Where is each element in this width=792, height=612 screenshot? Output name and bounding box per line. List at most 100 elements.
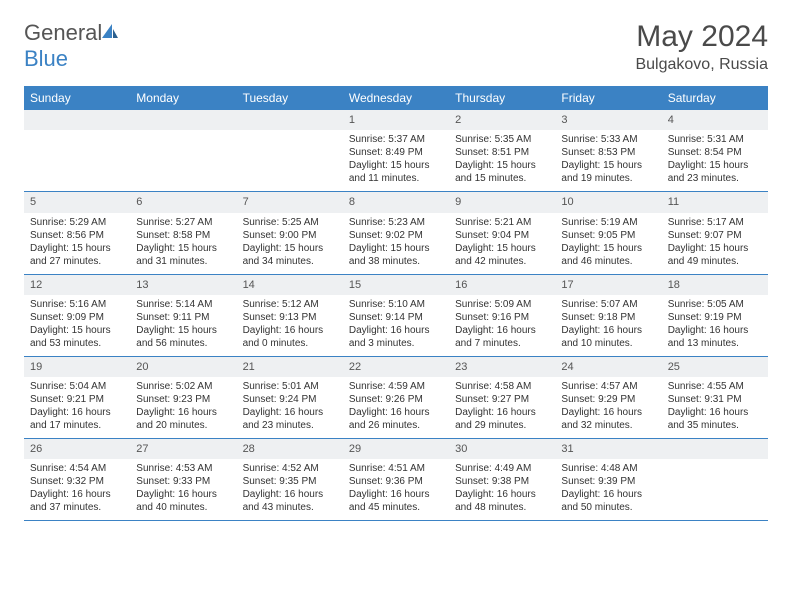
sunset-line: Sunset: 9:26 PM (349, 393, 443, 406)
daylight-line: Daylight: 16 hours and 10 minutes. (561, 324, 655, 350)
sunset-line: Sunset: 8:51 PM (455, 146, 549, 159)
sunset-line: Sunset: 9:24 PM (243, 393, 337, 406)
daylight-line: Daylight: 16 hours and 17 minutes. (30, 406, 124, 432)
day-cell: 12Sunrise: 5:16 AMSunset: 9:09 PMDayligh… (24, 275, 130, 356)
logo-part2: Blue (24, 46, 68, 71)
sunrise-line: Sunrise: 5:14 AM (136, 298, 230, 311)
sunrise-line: Sunrise: 4:54 AM (30, 462, 124, 475)
sunrise-line: Sunrise: 5:09 AM (455, 298, 549, 311)
sunset-line: Sunset: 8:53 PM (561, 146, 655, 159)
day-number: 17 (555, 275, 661, 295)
day-cell: 8Sunrise: 5:23 AMSunset: 9:02 PMDaylight… (343, 192, 449, 273)
day-number: 6 (130, 192, 236, 212)
day-body: Sunrise: 5:09 AMSunset: 9:16 PMDaylight:… (449, 295, 555, 356)
sunrise-line: Sunrise: 5:01 AM (243, 380, 337, 393)
sunset-line: Sunset: 9:14 PM (349, 311, 443, 324)
sunrise-line: Sunrise: 4:53 AM (136, 462, 230, 475)
sunrise-line: Sunrise: 4:59 AM (349, 380, 443, 393)
day-body: Sunrise: 4:57 AMSunset: 9:29 PMDaylight:… (555, 377, 661, 438)
day-cell: 19Sunrise: 5:04 AMSunset: 9:21 PMDayligh… (24, 357, 130, 438)
day-number: 18 (662, 275, 768, 295)
day-cell: 25Sunrise: 4:55 AMSunset: 9:31 PMDayligh… (662, 357, 768, 438)
day-body: Sunrise: 5:05 AMSunset: 9:19 PMDaylight:… (662, 295, 768, 356)
day-body: Sunrise: 5:25 AMSunset: 9:00 PMDaylight:… (237, 213, 343, 274)
sunrise-line: Sunrise: 4:49 AM (455, 462, 549, 475)
day-cell: 16Sunrise: 5:09 AMSunset: 9:16 PMDayligh… (449, 275, 555, 356)
sunrise-line: Sunrise: 5:10 AM (349, 298, 443, 311)
day-body: Sunrise: 4:48 AMSunset: 9:39 PMDaylight:… (555, 459, 661, 520)
daylight-line: Daylight: 16 hours and 40 minutes. (136, 488, 230, 514)
sunset-line: Sunset: 9:19 PM (668, 311, 762, 324)
day-body: Sunrise: 4:52 AMSunset: 9:35 PMDaylight:… (237, 459, 343, 520)
day-body: Sunrise: 5:19 AMSunset: 9:05 PMDaylight:… (555, 213, 661, 274)
day-cell: 17Sunrise: 5:07 AMSunset: 9:18 PMDayligh… (555, 275, 661, 356)
sunrise-line: Sunrise: 5:07 AM (561, 298, 655, 311)
day-cell: 6Sunrise: 5:27 AMSunset: 8:58 PMDaylight… (130, 192, 236, 273)
sunrise-line: Sunrise: 5:27 AM (136, 216, 230, 229)
daylight-line: Daylight: 16 hours and 7 minutes. (455, 324, 549, 350)
sunset-line: Sunset: 8:58 PM (136, 229, 230, 242)
day-number: 5 (24, 192, 130, 212)
day-body: Sunrise: 5:10 AMSunset: 9:14 PMDaylight:… (343, 295, 449, 356)
day-number: 29 (343, 439, 449, 459)
day-cell: 15Sunrise: 5:10 AMSunset: 9:14 PMDayligh… (343, 275, 449, 356)
day-number: 9 (449, 192, 555, 212)
daylight-line: Daylight: 15 hours and 11 minutes. (349, 159, 443, 185)
sunrise-line: Sunrise: 5:33 AM (561, 133, 655, 146)
daylight-line: Daylight: 15 hours and 19 minutes. (561, 159, 655, 185)
sunrise-line: Sunrise: 5:16 AM (30, 298, 124, 311)
sunrise-line: Sunrise: 4:57 AM (561, 380, 655, 393)
sunrise-line: Sunrise: 5:17 AM (668, 216, 762, 229)
week-row: 26Sunrise: 4:54 AMSunset: 9:32 PMDayligh… (24, 439, 768, 521)
day-body: Sunrise: 4:55 AMSunset: 9:31 PMDaylight:… (662, 377, 768, 438)
daylight-line: Daylight: 16 hours and 23 minutes. (243, 406, 337, 432)
daylight-line: Daylight: 16 hours and 37 minutes. (30, 488, 124, 514)
day-number: 26 (24, 439, 130, 459)
day-header: Thursday (449, 86, 555, 110)
sunset-line: Sunset: 8:49 PM (349, 146, 443, 159)
day-number: 19 (24, 357, 130, 377)
daylight-line: Daylight: 16 hours and 35 minutes. (668, 406, 762, 432)
day-header: Tuesday (237, 86, 343, 110)
day-cell: 3Sunrise: 5:33 AMSunset: 8:53 PMDaylight… (555, 110, 661, 191)
sunrise-line: Sunrise: 4:55 AM (668, 380, 762, 393)
day-cell: 30Sunrise: 4:49 AMSunset: 9:38 PMDayligh… (449, 439, 555, 520)
sunrise-line: Sunrise: 5:37 AM (349, 133, 443, 146)
sunset-line: Sunset: 9:27 PM (455, 393, 549, 406)
day-body: Sunrise: 5:23 AMSunset: 9:02 PMDaylight:… (343, 213, 449, 274)
day-number: 25 (662, 357, 768, 377)
day-cell: 20Sunrise: 5:02 AMSunset: 9:23 PMDayligh… (130, 357, 236, 438)
day-number (237, 110, 343, 130)
week-row: 19Sunrise: 5:04 AMSunset: 9:21 PMDayligh… (24, 357, 768, 439)
sunset-line: Sunset: 9:09 PM (30, 311, 124, 324)
day-cell: 14Sunrise: 5:12 AMSunset: 9:13 PMDayligh… (237, 275, 343, 356)
week-row: 1Sunrise: 5:37 AMSunset: 8:49 PMDaylight… (24, 110, 768, 192)
day-cell: 22 Sunrise: 4:59 AMSunset: 9:26 PMDayligh… (343, 357, 449, 438)
day-header: Friday (555, 86, 661, 110)
day-cell: 18Sunrise: 5:05 AMSunset: 9:19 PMDayligh… (662, 275, 768, 356)
sunrise-line: Sunrise: 5:04 AM (30, 380, 124, 393)
daylight-line: Daylight: 15 hours and 49 minutes. (668, 242, 762, 268)
logo: GeneralBlue (24, 20, 120, 72)
daylight-line: Daylight: 15 hours and 56 minutes. (136, 324, 230, 350)
sunset-line: Sunset: 9:29 PM (561, 393, 655, 406)
day-cell: 28Sunrise: 4:52 AMSunset: 9:35 PMDayligh… (237, 439, 343, 520)
day-body: Sunrise: 5:07 AMSunset: 9:18 PMDaylight:… (555, 295, 661, 356)
sunset-line: Sunset: 9:02 PM (349, 229, 443, 242)
day-body: Sunrise: 5:33 AMSunset: 8:53 PMDaylight:… (555, 130, 661, 191)
day-header: Saturday (662, 86, 768, 110)
sunset-line: Sunset: 9:39 PM (561, 475, 655, 488)
day-cell (237, 110, 343, 191)
day-body: Sunrise: 5:37 AMSunset: 8:49 PMDaylight:… (343, 130, 449, 191)
daylight-line: Daylight: 15 hours and 34 minutes. (243, 242, 337, 268)
day-number: 3 (555, 110, 661, 130)
day-number: 8 (343, 192, 449, 212)
day-number: 22 (343, 357, 449, 377)
day-cell: 9Sunrise: 5:21 AMSunset: 9:04 PMDaylight… (449, 192, 555, 273)
day-body: Sunrise: 5:35 AMSunset: 8:51 PMDaylight:… (449, 130, 555, 191)
daylight-line: Daylight: 16 hours and 26 minutes. (349, 406, 443, 432)
day-header: Sunday (24, 86, 130, 110)
day-cell: 27Sunrise: 4:53 AMSunset: 9:33 PMDayligh… (130, 439, 236, 520)
day-body: Sunrise: 5:21 AMSunset: 9:04 PMDaylight:… (449, 213, 555, 274)
sunset-line: Sunset: 8:56 PM (30, 229, 124, 242)
